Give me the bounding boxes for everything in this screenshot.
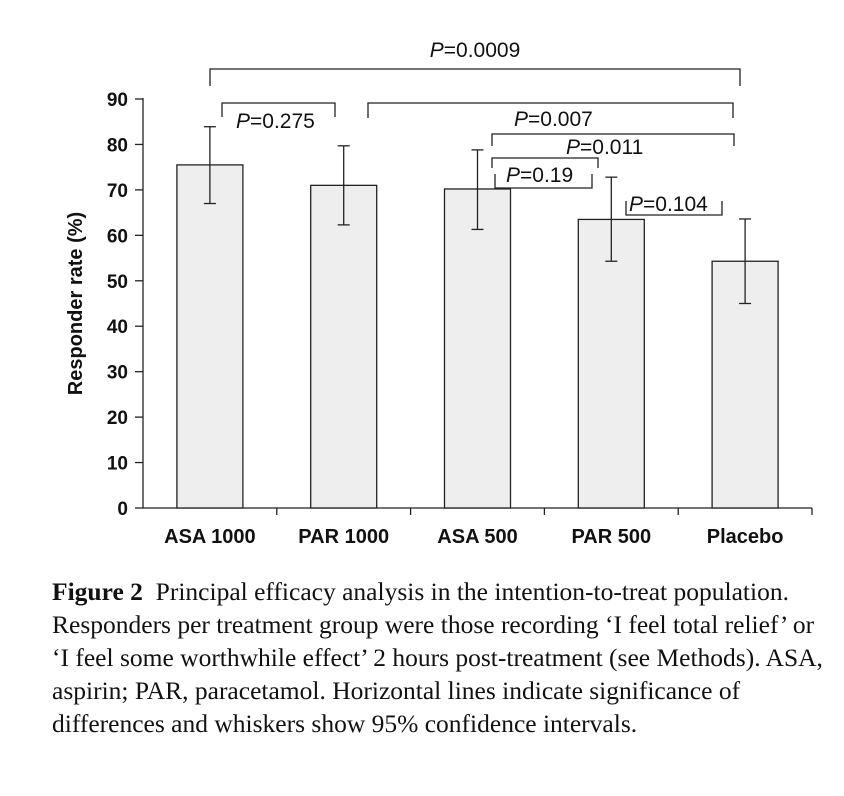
- category-label: ASA 500: [437, 526, 517, 548]
- y-tick-label: 10: [107, 454, 128, 475]
- p-value-label: P=0.104: [629, 193, 708, 216]
- axes: 0 10 20 30 40 50 60 70 80 90 Responder rate (%): [65, 90, 813, 520]
- y-axis-title: Responder rate (%): [65, 212, 87, 395]
- figure-caption: Figure 2 Principal efficacy analysis in …: [52, 575, 832, 740]
- category-label: ASA 1000: [164, 526, 256, 548]
- significance-bracket: [494, 174, 593, 189]
- y-tick-label: 90: [107, 90, 128, 111]
- p-value-label: P=0.19: [506, 164, 573, 187]
- y-tick-label: 30: [107, 363, 128, 384]
- p-value-label: P=0.275: [236, 110, 315, 133]
- y-tick-label: 50: [107, 272, 128, 293]
- p-value-label: P=0.007: [514, 108, 593, 131]
- category-label: Placebo: [707, 526, 784, 548]
- significance-bracket: [491, 133, 735, 146]
- y-tick-label: 0: [117, 499, 128, 520]
- y-tick-label: 40: [107, 317, 128, 338]
- bar: [577, 218, 645, 509]
- y-tick-label: 80: [107, 135, 128, 156]
- significance-bracket: [221, 102, 336, 117]
- bar: [443, 188, 512, 509]
- significance-bracket: [491, 157, 599, 168]
- bar: [176, 164, 244, 509]
- bar: [310, 184, 378, 509]
- y-tick-label: 70: [107, 181, 128, 202]
- significance-bracket: [209, 68, 741, 86]
- y-tick-label: 20: [107, 408, 128, 429]
- y-tick-label: 60: [107, 226, 128, 247]
- p-value-label: P=0.011: [566, 136, 643, 159]
- bar-chart: 0 10 20 30 40 50 60 70 80 90 Responder rate (%) AS…: [65, 39, 813, 548]
- figure-label: Figure 2: [52, 577, 143, 606]
- significance-bracket: [367, 102, 734, 118]
- bars: ASA 1000 PAR 1000 ASA 500 PAR 500 Placebo: [164, 126, 784, 548]
- significance-brackets: P=0.0009 P=0.275 P=0.007 P=0.011 P=0.19 P=0.1…: [209, 39, 741, 216]
- category-label: PAR 1000: [298, 526, 389, 548]
- category-label: PAR 500: [571, 526, 651, 548]
- caption-text: Principal efficacy analysis in the inten…: [52, 577, 823, 738]
- p-value-label: P=0.0009: [430, 39, 521, 62]
- significance-bracket: [625, 201, 723, 216]
